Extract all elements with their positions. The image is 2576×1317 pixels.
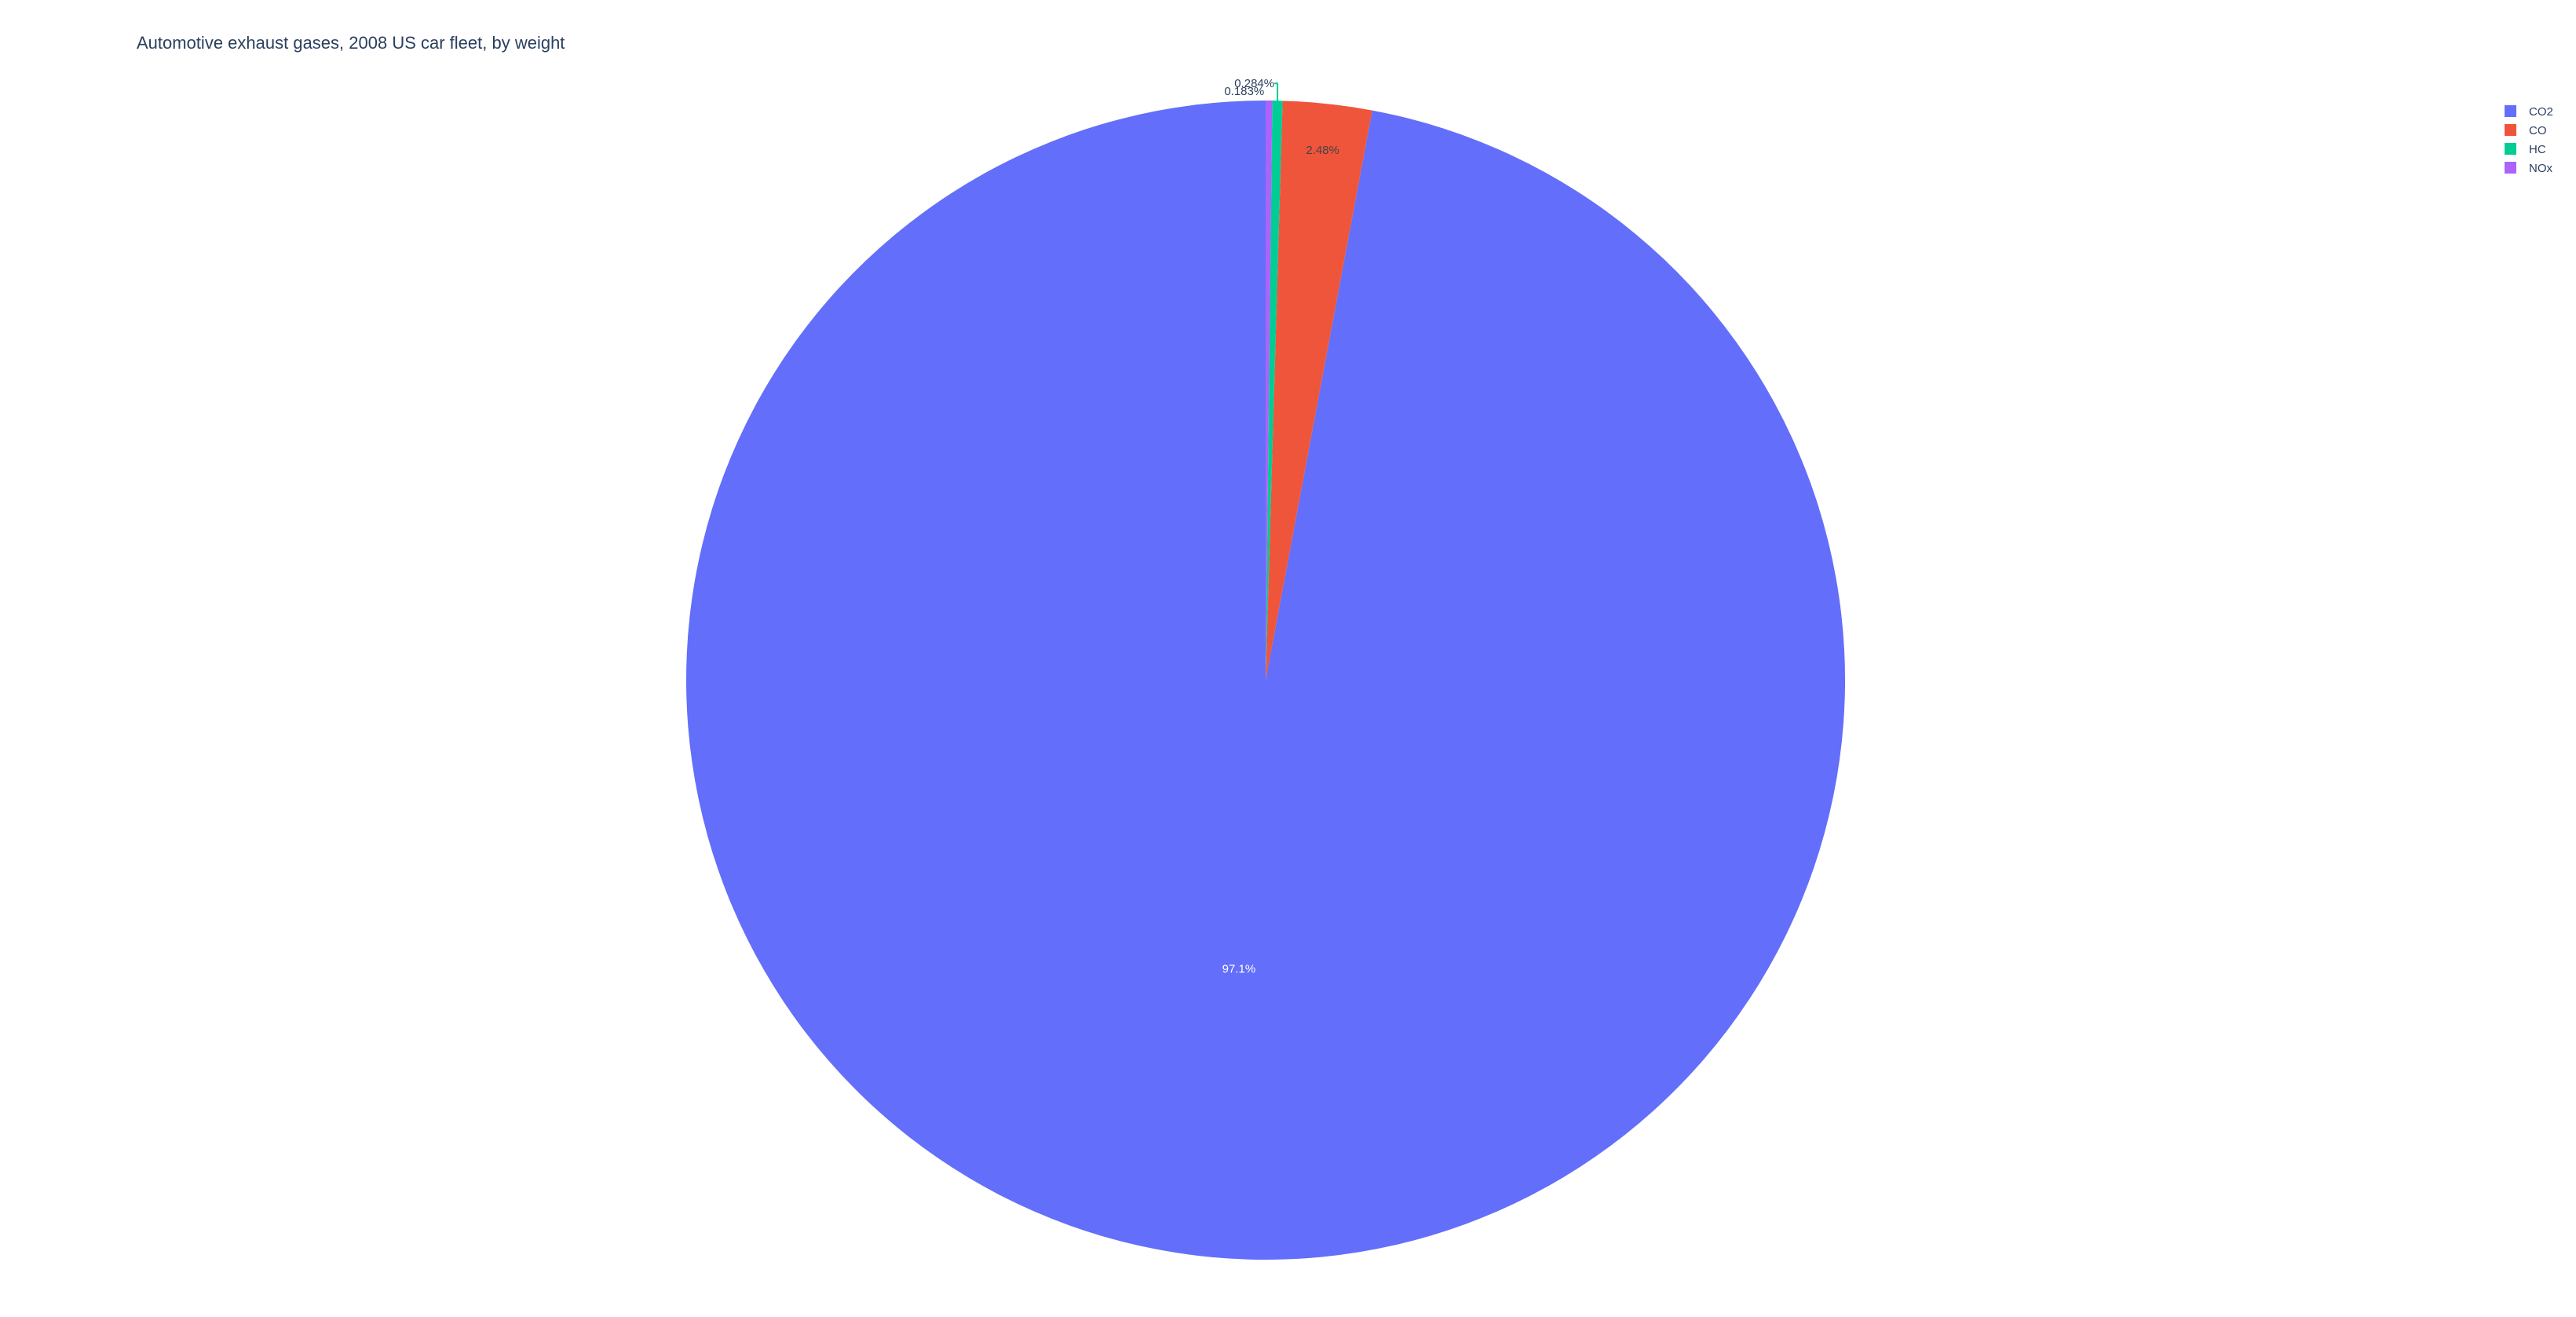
legend-swatch-co bbox=[2505, 124, 2516, 136]
pie-slice-hc[interactable] bbox=[1266, 101, 1283, 681]
legend-item-hc[interactable]: HC bbox=[2505, 143, 2546, 156]
leader-line-hc bbox=[1274, 82, 1279, 101]
legend-swatch-co2 bbox=[2505, 105, 2516, 117]
legend-item-nox[interactable]: NOx bbox=[2505, 162, 2553, 175]
pie-label-hc: 0.284% bbox=[1234, 77, 1274, 90]
pie-slice-co2[interactable] bbox=[686, 101, 1846, 1260]
pie-label-nox: 0.183% bbox=[1224, 85, 1264, 98]
legend-item-co[interactable]: CO bbox=[2505, 124, 2547, 137]
legend-label-co: CO bbox=[2529, 124, 2547, 137]
legend-swatch-nox bbox=[2505, 162, 2516, 174]
legend-label-co2: CO2 bbox=[2529, 105, 2553, 119]
pie-slice-nox[interactable] bbox=[1266, 101, 1273, 680]
legend-swatch-hc bbox=[2505, 143, 2516, 155]
pie-label-co2: 97.1% bbox=[1222, 962, 1256, 975]
pie-label-co: 2.48% bbox=[1306, 144, 1339, 157]
legend-item-co2[interactable]: CO2 bbox=[2505, 105, 2553, 119]
legend-label-hc: HC bbox=[2529, 143, 2546, 156]
pie-slices bbox=[686, 101, 1846, 1260]
pie-labels: 97.1% 2.48% 0.284%0.183% bbox=[1222, 77, 1339, 975]
chart-title: Automotive exhaust gases, 2008 US car fl… bbox=[137, 33, 565, 53]
legend: CO2 CO HC NOx bbox=[2505, 105, 2553, 175]
legend-label-nox: NOx bbox=[2529, 162, 2553, 175]
pie-slice-co[interactable] bbox=[1266, 101, 1372, 680]
